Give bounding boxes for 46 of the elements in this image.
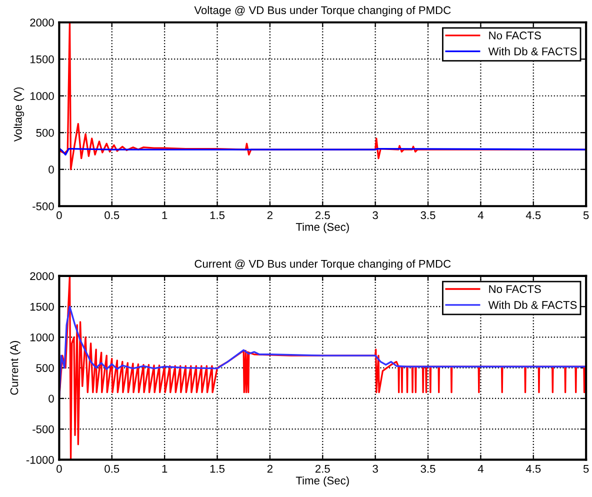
x-tick-label: 1 bbox=[162, 211, 168, 220]
chart-title: Voltage @ VD Bus under Torque changing of PMDC bbox=[194, 6, 451, 16]
x-tick-label: 1.5 bbox=[210, 464, 225, 473]
x-tick-label: 3.5 bbox=[420, 464, 436, 473]
x-tick-label: 0.5 bbox=[104, 211, 120, 220]
line-series bbox=[59, 276, 586, 460]
x-tick-label: 0 bbox=[56, 464, 62, 473]
x-tick-label: 4.5 bbox=[526, 464, 541, 473]
y-tick-label: 500 bbox=[36, 364, 54, 372]
legend-label: With Db & FACTS bbox=[488, 300, 577, 309]
chart-title: Current @ VD Bus under Torque changing of PMDC bbox=[194, 260, 451, 270]
y-tick-label: 2000 bbox=[30, 272, 54, 280]
x-tick-label: 0 bbox=[56, 211, 62, 220]
x-tick-label: 3 bbox=[372, 211, 378, 220]
legend-label: No FACTS bbox=[489, 285, 541, 294]
y-tick-label: 1500 bbox=[30, 55, 54, 64]
y-tick-label: 1500 bbox=[30, 302, 54, 311]
y-tick-label: 2000 bbox=[30, 18, 54, 26]
x-axis-title: Time (Sec) bbox=[296, 476, 349, 487]
x-tick-label: 2.5 bbox=[315, 464, 330, 473]
y-tick-label: 1000 bbox=[30, 92, 54, 100]
legend-label: With Db & FACTS bbox=[488, 47, 577, 56]
x-tick-label: 3 bbox=[372, 464, 378, 473]
legend-label: No FACTS bbox=[489, 32, 541, 40]
x-tick-label: 2 bbox=[267, 464, 272, 473]
y-tick-label: -500 bbox=[32, 202, 54, 210]
x-tick-label: 2 bbox=[267, 211, 272, 220]
x-axis-title: Time (Sec) bbox=[296, 222, 349, 234]
y-tick-label: -1000 bbox=[26, 456, 54, 464]
x-tick-label: 5 bbox=[583, 211, 589, 220]
y-tick-label: 500 bbox=[36, 128, 54, 137]
x-tick-label: 1 bbox=[162, 464, 168, 473]
x-tick-label: 4.5 bbox=[526, 211, 541, 220]
x-tick-label: 0.5 bbox=[104, 464, 120, 473]
y-axis-title: Current (A) bbox=[10, 341, 20, 395]
y-axis-title: Voltage (V) bbox=[14, 87, 24, 142]
x-tick-label: 3.5 bbox=[420, 211, 436, 220]
x-tick-label: 2.5 bbox=[315, 211, 330, 220]
y-tick-label: 0 bbox=[48, 166, 54, 174]
y-tick-label: -500 bbox=[32, 425, 54, 434]
x-tick-label: 5 bbox=[583, 464, 589, 473]
x-tick-label: 4 bbox=[478, 464, 484, 473]
y-tick-label: 1000 bbox=[30, 333, 54, 342]
x-tick-label: 4 bbox=[478, 211, 484, 220]
x-tick-label: 1.5 bbox=[210, 211, 225, 220]
y-tick-label: 0 bbox=[48, 394, 54, 403]
